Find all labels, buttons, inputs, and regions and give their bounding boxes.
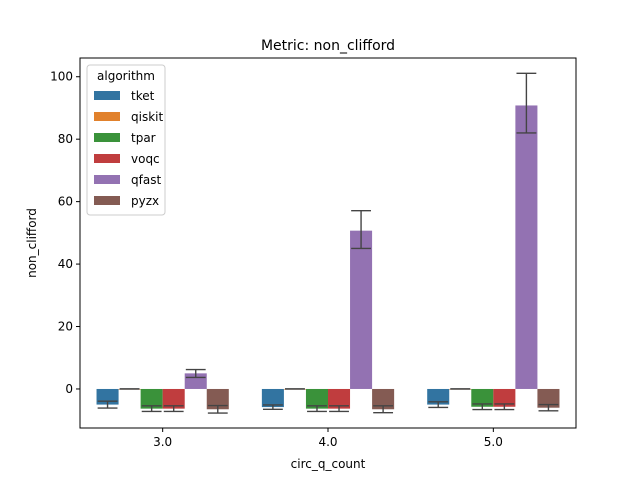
legend-label-tket: tket — [131, 89, 155, 103]
bar-qfast-4.0 — [350, 230, 373, 389]
x-tick-label-4.0: 4.0 — [318, 435, 337, 449]
bar-voqc-5.0 — [493, 388, 516, 407]
bar-tpar-3.0 — [140, 388, 163, 409]
plot-area — [96, 72, 560, 414]
bar-pyzx-3.0 — [206, 388, 229, 410]
bar-tket-4.0 — [261, 388, 284, 408]
legend-label-tpar: tpar — [131, 131, 156, 145]
legend: algorithm tket qiskit tpar voqc qfast pyzx — [86, 64, 166, 216]
y-tick-label-0: 0 — [65, 382, 73, 396]
x-tick-label-3.0: 3.0 — [153, 435, 172, 449]
bar-tpar-4.0 — [305, 388, 328, 409]
legend-label-pyzx: pyzx — [131, 194, 159, 208]
legend-swatch-voqc — [94, 154, 120, 163]
legend-swatch-tket — [94, 91, 120, 100]
bar-qfast-5.0 — [515, 105, 538, 389]
bar-voqc-4.0 — [328, 388, 351, 409]
bar-tket-5.0 — [427, 388, 450, 405]
y-tick-label-80: 80 — [58, 132, 73, 146]
y-tick-label-60: 60 — [58, 195, 73, 209]
y-axis-label: non_clifford — [25, 208, 39, 278]
y-tick-label-100: 100 — [50, 70, 73, 84]
legend-swatch-qiskit — [94, 112, 120, 121]
legend-swatch-tpar — [94, 133, 120, 142]
legend-swatch-qfast — [94, 175, 120, 184]
legend-swatch-pyzx — [94, 196, 120, 205]
legend-label-voqc: voqc — [131, 152, 160, 166]
bar-tpar-5.0 — [471, 388, 494, 407]
legend-label-qfast: qfast — [131, 173, 161, 187]
legend-items: tket qiskit tpar voqc qfast pyzx — [94, 89, 163, 208]
x-axis: 3.0 4.0 5.0 — [153, 428, 503, 449]
chart-title: Metric: non_clifford — [261, 38, 395, 54]
bar-pyzx-5.0 — [537, 388, 560, 408]
y-tick-label-40: 40 — [58, 257, 73, 271]
x-axis-label: circ_q_count — [291, 457, 366, 471]
legend-title: algorithm — [97, 69, 155, 83]
x-tick-label-5.0: 5.0 — [484, 435, 503, 449]
bar-pyzx-4.0 — [372, 388, 395, 410]
legend-label-qiskit: qiskit — [131, 110, 163, 124]
y-axis: 0 20 40 60 80 100 — [50, 70, 80, 396]
bar-voqc-3.0 — [162, 388, 185, 409]
y-tick-label-20: 20 — [58, 320, 73, 334]
